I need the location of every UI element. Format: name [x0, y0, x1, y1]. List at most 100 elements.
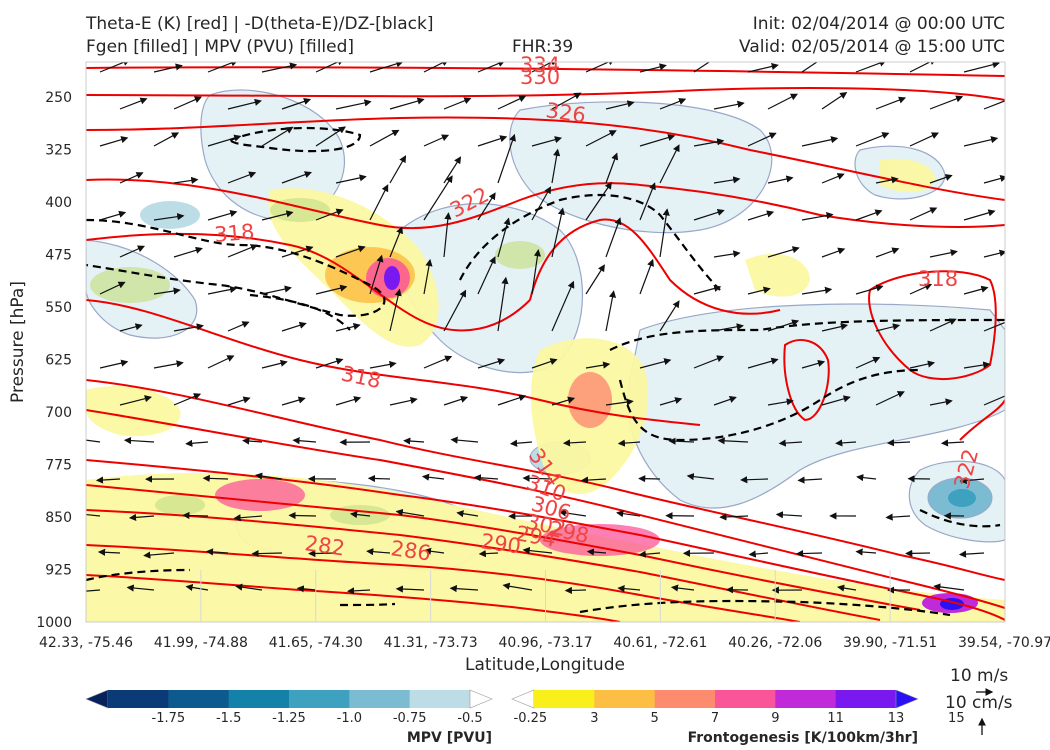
fgen-fill-strong — [215, 247, 978, 613]
contour-label: 318 — [213, 220, 255, 247]
colorbar-tick-label: -0.25 — [514, 711, 548, 726]
x-tick-label: 40.26, -72.06 — [728, 635, 822, 651]
wind-arrow — [821, 247, 846, 258]
wind-arrow — [670, 584, 695, 592]
wind-arrow — [185, 439, 209, 447]
wind-arrow — [335, 174, 367, 184]
wind-arrow — [605, 398, 634, 406]
contour-label: 326 — [544, 98, 587, 127]
wind-arrow — [551, 148, 561, 184]
wind-arrow — [929, 318, 957, 332]
wind-arrow — [315, 62, 345, 73]
colorbar-extend-high — [895, 689, 919, 709]
wind-arrow — [531, 358, 558, 369]
wind-arrow — [686, 473, 715, 481]
wind-arrow — [775, 511, 803, 519]
wind-arrow — [801, 62, 827, 73]
x-tick-label: 41.65, -74.30 — [269, 635, 363, 651]
wind-arrow — [143, 551, 175, 559]
wind-arrow — [639, 358, 672, 369]
frontogenesis-colorbar-ticks: 3 5 7 9 11 13 15 — [590, 711, 964, 726]
vertical-wind-reference-label: 10 cm/s — [945, 693, 1013, 713]
wind-arrow — [558, 509, 587, 517]
wind-arrow — [958, 550, 985, 558]
wind-arrow — [173, 96, 202, 110]
wind-arrow — [497, 133, 516, 184]
wind-arrow — [261, 359, 288, 369]
wind-arrow — [242, 437, 263, 445]
wind-arrow — [855, 548, 877, 556]
wind-arrow — [99, 281, 126, 295]
wind-arrow — [909, 132, 939, 147]
wind-arrow — [638, 550, 661, 558]
wind-arrow — [227, 321, 250, 332]
wind-arrow — [796, 549, 823, 558]
wind-arrow — [929, 249, 958, 258]
wind-arrow — [821, 173, 845, 184]
wind-arrow — [389, 97, 425, 110]
wind-arrow — [153, 213, 185, 221]
colorbar-tick-label: 7 — [711, 711, 719, 726]
colorbar-swatch — [289, 690, 350, 708]
wind-arrow — [668, 437, 695, 445]
y-tick-label: 850 — [45, 510, 72, 526]
wind-arrow — [423, 547, 445, 555]
wind-arrow — [473, 474, 499, 482]
wind-arrow — [119, 323, 143, 332]
wind-arrow — [251, 549, 283, 558]
wind-arrow — [585, 62, 616, 73]
wind-arrow — [585, 181, 612, 221]
wind-arrow — [747, 357, 779, 369]
wind-arrow — [119, 245, 146, 258]
wind-arrow — [551, 92, 582, 110]
wind-arrow — [747, 132, 777, 147]
wind-arrow — [778, 439, 803, 447]
wind-arrow — [497, 394, 527, 406]
wind-arrow — [747, 210, 775, 221]
x-tick-label: 41.99, -74.88 — [154, 635, 248, 651]
y-tick-label: 400 — [45, 195, 72, 211]
colorbar-extend-low — [511, 689, 535, 709]
x-tick-label: 39.90, -71.51 — [843, 635, 937, 651]
wind-arrow — [296, 585, 317, 593]
wind-arrow — [639, 63, 667, 73]
wind-arrow — [983, 249, 1005, 258]
wind-arrow — [308, 549, 337, 558]
wind-arrow — [421, 473, 445, 481]
wind-arrow — [128, 513, 155, 522]
wind-arrow — [182, 511, 209, 520]
y-tick-label: 1000 — [36, 615, 72, 631]
contour-label: 282 — [303, 531, 346, 560]
colorbar-tick-label: 5 — [651, 711, 659, 726]
horizontal-wind-reference-label: 10 m/s — [950, 666, 1008, 686]
theta-e-contours — [86, 66, 1005, 622]
init-time-label: Init: 02/04/2014 @ 00:00 UTC — [752, 14, 1005, 34]
wind-arrow — [617, 439, 641, 447]
wind-arrow — [713, 323, 744, 332]
wind-arrow — [748, 550, 769, 558]
wind-arrow — [531, 249, 541, 295]
wind-arrow — [207, 62, 239, 73]
wind-arrow — [886, 439, 911, 447]
chart-title-line1: Theta-E (K) [red] | -D(theta-E)/DZ-[blac… — [86, 14, 434, 34]
wind-arrow — [443, 97, 472, 110]
wind-arrow — [95, 476, 121, 484]
wind-arrow — [821, 92, 848, 110]
wind-arrow — [227, 98, 262, 110]
contour-label: 334 — [520, 53, 560, 77]
wind-arrow — [477, 358, 506, 369]
wind-arrow — [855, 356, 881, 369]
wind-arrow — [443, 395, 469, 406]
wind-arrow — [153, 287, 181, 295]
y-axis-ticks: 250 325 400 475 550 625 700 775 850 925 1000 — [36, 90, 72, 631]
wind-arrow — [235, 583, 263, 591]
wind-arrow — [227, 244, 258, 258]
wind-arrow — [983, 318, 1005, 332]
wind-arrow — [366, 548, 391, 556]
wind-arrow — [875, 96, 907, 110]
wind-arrow — [562, 439, 587, 447]
wind-arrow — [767, 398, 794, 406]
wind-arrow — [747, 62, 779, 73]
wind-arrow — [497, 95, 527, 110]
wind-arrow — [639, 182, 656, 221]
